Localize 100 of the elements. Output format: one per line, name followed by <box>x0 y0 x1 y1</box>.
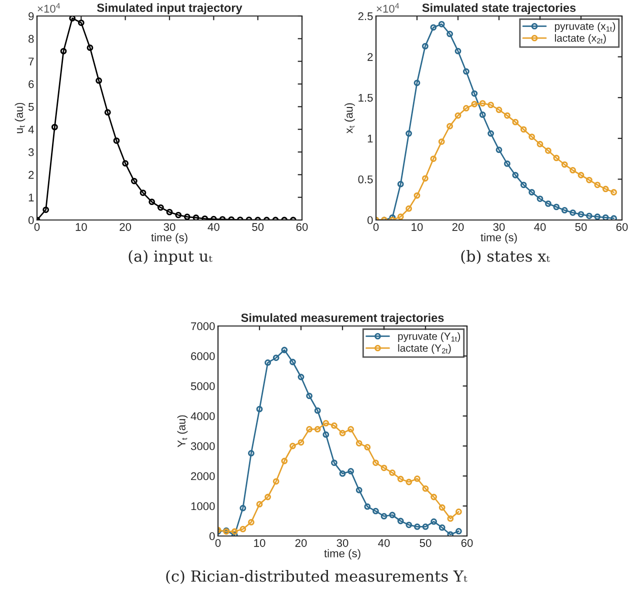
point <box>610 215 617 220</box>
point <box>51 124 58 130</box>
point <box>306 392 312 400</box>
point <box>298 439 304 446</box>
point <box>397 476 404 482</box>
y-tick-label: 6000 <box>191 352 215 360</box>
point <box>248 450 254 456</box>
point <box>438 524 446 531</box>
point <box>512 118 519 126</box>
x-tick-label: 40 <box>534 223 546 231</box>
y-tick-label: 7000 <box>191 322 215 330</box>
legend-label: lactate (x$_{2t}$) <box>554 34 606 44</box>
point <box>553 154 560 162</box>
x-tick-label: 50 <box>575 223 587 231</box>
x-tick-label: 30 <box>493 223 505 231</box>
point <box>456 508 462 515</box>
point <box>372 460 379 466</box>
point <box>397 180 404 188</box>
point <box>504 160 510 167</box>
point <box>454 112 462 119</box>
point <box>356 486 362 494</box>
point <box>594 214 601 220</box>
point <box>78 20 84 26</box>
y-tick-label: 0 <box>28 216 34 224</box>
x-tick-label: 50 <box>420 539 432 547</box>
y-axis-title: x$_{t}$ (au) <box>344 103 355 134</box>
chart-title: Simulated state trajectories <box>422 3 576 14</box>
point <box>414 476 420 482</box>
x-tick-label: 10 <box>76 223 87 231</box>
x-tick-label: 30 <box>336 539 348 547</box>
point <box>380 513 388 520</box>
text: (a) input uₜ <box>128 250 212 265</box>
point <box>545 147 552 154</box>
y-tick-label: 1.5 <box>358 94 373 102</box>
point <box>471 90 478 97</box>
y-tick-label: 0 <box>367 216 373 224</box>
point <box>471 100 478 108</box>
x-tick-label: 60 <box>616 223 628 231</box>
point <box>406 130 412 137</box>
point <box>430 156 437 162</box>
point <box>397 518 404 524</box>
y-tick-label: 2.5 <box>358 12 373 20</box>
point <box>430 518 437 525</box>
point <box>446 30 453 38</box>
point <box>240 526 246 532</box>
y-tick-label: 2 <box>368 53 373 61</box>
point <box>314 426 321 432</box>
point <box>496 146 502 154</box>
point <box>430 24 437 31</box>
y-tick-label: 1 <box>28 194 34 202</box>
point <box>148 198 156 206</box>
point <box>463 105 470 112</box>
point <box>60 48 67 54</box>
point <box>348 426 354 432</box>
point <box>553 204 560 210</box>
point <box>240 504 246 512</box>
point <box>438 20 445 28</box>
point <box>414 80 420 86</box>
point <box>96 77 102 84</box>
x-axis-title: time (s) <box>480 233 517 244</box>
point <box>422 175 428 182</box>
y-tick-label: 9 <box>28 12 34 20</box>
x-tick-label: 40 <box>208 223 220 231</box>
point <box>406 478 412 486</box>
point <box>578 172 584 178</box>
point <box>130 178 138 184</box>
point <box>463 68 470 75</box>
x-tick-label: 30 <box>164 223 176 231</box>
point <box>348 468 354 474</box>
point <box>397 214 404 220</box>
point <box>414 524 420 530</box>
point <box>166 208 173 216</box>
y-tick-label: 2000 <box>191 472 215 480</box>
point <box>331 460 338 466</box>
point <box>140 190 146 196</box>
point <box>520 126 527 133</box>
point <box>496 106 502 114</box>
point <box>561 161 568 168</box>
point <box>192 214 200 220</box>
point <box>69 16 76 22</box>
point <box>264 494 271 500</box>
point <box>422 42 428 50</box>
text: ×10$^{4}$ <box>38 3 60 13</box>
point <box>256 501 263 508</box>
point <box>256 406 263 412</box>
legend-label: pyruvate (Y$_{1t}$) <box>398 332 460 342</box>
point <box>290 442 296 450</box>
point <box>512 172 519 178</box>
point <box>406 522 412 528</box>
point <box>322 420 330 426</box>
point <box>356 440 362 446</box>
y-tick-label: 0.5 <box>358 175 373 184</box>
point <box>479 112 486 118</box>
point <box>438 504 446 511</box>
point <box>594 182 601 188</box>
point <box>331 422 338 429</box>
point <box>414 192 420 199</box>
text: (c) Rician-distributed measurements Yₜ <box>166 570 468 584</box>
point <box>272 478 280 485</box>
point <box>113 137 120 144</box>
